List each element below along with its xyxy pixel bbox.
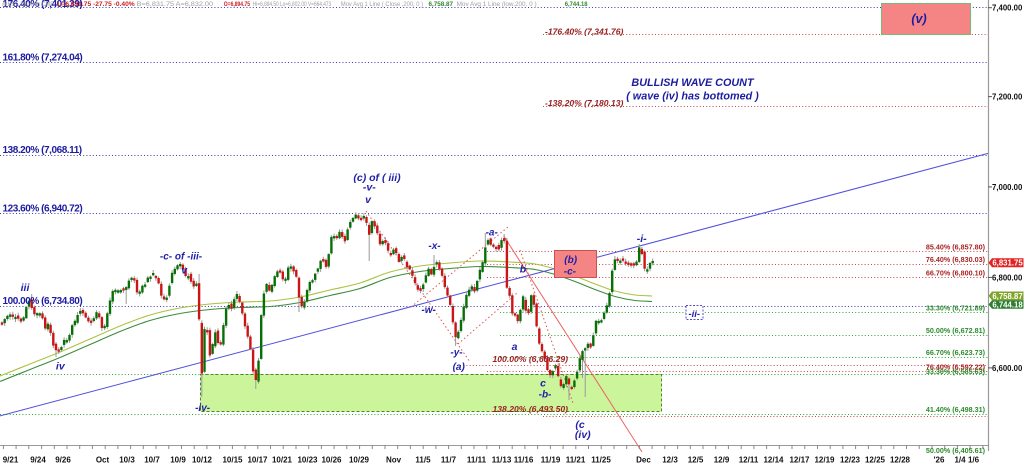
svg-text:66.70% (6,623.73): 66.70% (6,623.73) — [926, 348, 986, 357]
svg-text:10/26: 10/26 — [321, 456, 342, 465]
svg-text:12/25: 12/25 — [865, 456, 886, 465]
svg-text:(b): (b) — [564, 255, 577, 266]
svg-text:176.40% (7,401.39): 176.40% (7,401.39) — [3, 0, 83, 10]
svg-text:Mov Avg 1 Line (low,200, 0 ): Mov Avg 1 Line (low,200, 0 ) — [457, 1, 537, 8]
svg-text:12/3: 12/3 — [662, 456, 678, 465]
svg-text:-b-: -b- — [539, 389, 552, 400]
svg-text:-c- of -iii-: -c- of -iii- — [160, 252, 203, 263]
svg-text:11/5: 11/5 — [415, 456, 431, 465]
svg-text:10/29: 10/29 — [349, 456, 370, 465]
svg-text:123.60% (6,940.72): 123.60% (6,940.72) — [3, 203, 83, 214]
svg-text:(c) of ( iii): (c) of ( iii) — [353, 172, 401, 184]
svg-text:7,200.00: 7,200.00 — [992, 93, 1023, 102]
svg-text:161.80% (7,274.04): 161.80% (7,274.04) — [3, 53, 83, 64]
svg-text:50.00% (6,672.81): 50.00% (6,672.81) — [926, 326, 986, 335]
svg-text:6,800.00: 6,800.00 — [992, 273, 1023, 282]
svg-text:iv: iv — [56, 361, 66, 373]
svg-text:-y-: -y- — [450, 348, 463, 359]
svg-text:12/23: 12/23 — [840, 456, 861, 465]
svg-text:(c: (c — [575, 419, 584, 431]
svg-text:-138.20% (7,180.13): -138.20% (7,180.13) — [545, 98, 623, 108]
svg-text:1/6: 1/6 — [968, 456, 980, 465]
svg-text:11/25: 11/25 — [591, 456, 611, 465]
svg-text:12/17: 12/17 — [789, 456, 810, 465]
svg-text:41.40% (6,498.31): 41.40% (6,498.31) — [926, 405, 986, 414]
svg-text:(v): (v) — [911, 12, 926, 26]
svg-text:12/5: 12/5 — [688, 456, 704, 465]
svg-text:12/19: 12/19 — [814, 456, 835, 465]
svg-text:6,758.87: 6,758.87 — [429, 1, 454, 8]
svg-text:b: b — [520, 264, 527, 276]
svg-text:6,831.75: 6,831.75 — [992, 259, 1023, 268]
svg-text:12/9: 12/9 — [714, 456, 730, 465]
svg-text:50.00% (6,405.61): 50.00% (6,405.61) — [926, 446, 986, 455]
svg-text:66.70% (6,800.10): 66.70% (6,800.10) — [926, 268, 986, 277]
svg-text:L=6,831.75 -27.75 -0.40%: L=6,831.75 -27.75 -0.40% — [57, 1, 135, 8]
svg-text:11/16: 11/16 — [514, 456, 534, 465]
svg-text:6,744.18: 6,744.18 — [992, 301, 1023, 310]
svg-text:6,758.87: 6,758.87 — [992, 292, 1022, 301]
svg-text:11/19: 11/19 — [541, 456, 561, 465]
svg-text:O=6,894.75: O=6,894.75 — [224, 1, 251, 8]
svg-text:Oct: Oct — [96, 456, 110, 465]
svg-text:100.00% (6,734.80): 100.00% (6,734.80) — [3, 296, 83, 307]
svg-text:c: c — [540, 378, 546, 390]
svg-text:11/13: 11/13 — [492, 456, 512, 465]
svg-text:-c-: -c- — [564, 267, 577, 278]
svg-text:76.40% (6,830.03): 76.40% (6,830.03) — [926, 255, 986, 264]
svg-text:7,000.00: 7,000.00 — [992, 183, 1023, 192]
svg-text:10/17: 10/17 — [247, 456, 268, 465]
svg-text:BULLISH WAVE COUNT: BULLISH WAVE COUNT — [631, 77, 755, 89]
svg-text:6,600.00: 6,600.00 — [992, 364, 1023, 373]
svg-text:-ii-: -ii- — [688, 309, 700, 320]
svg-text:12/14: 12/14 — [763, 456, 784, 465]
svg-text:33.30% (6,585.63): 33.30% (6,585.63) — [926, 367, 986, 376]
svg-text:100.00% (6,606.29): 100.00% (6,606.29) — [493, 354, 569, 364]
svg-text:6,744.18: 6,744.18 — [565, 1, 588, 8]
svg-text:Mov Avg 1 Line ( Close ,200, 0: Mov Avg 1 Line ( Close ,200, 0 ) — [341, 1, 423, 8]
svg-text:10/3: 10/3 — [119, 456, 135, 465]
svg-text:(a): (a) — [453, 362, 466, 373]
svg-text:( wave (iv) has bottomed ): ( wave (iv) has bottomed ) — [626, 91, 759, 103]
svg-text:iii: iii — [21, 282, 31, 294]
svg-text:10/21: 10/21 — [272, 456, 293, 465]
svg-text:10/12: 10/12 — [192, 456, 213, 465]
svg-text:9/21: 9/21 — [3, 456, 19, 465]
svg-text:-i-: -i- — [637, 233, 647, 245]
svg-text:11/11: 11/11 — [467, 456, 487, 465]
svg-text:-x-: -x- — [428, 241, 441, 252]
svg-text:12/11: 12/11 — [739, 456, 759, 465]
svg-text:v: v — [181, 265, 188, 277]
svg-text:a: a — [512, 341, 518, 353]
svg-text:138.20% (7,068.11): 138.20% (7,068.11) — [3, 145, 82, 156]
svg-text:-176.40% (7,341.76): -176.40% (7,341.76) — [545, 26, 623, 36]
svg-text:11/7: 11/7 — [441, 456, 457, 465]
svg-text:-a-: -a- — [486, 228, 499, 239]
svg-text:-iv-: -iv- — [195, 403, 211, 414]
svg-text:1/4: 1/4 — [954, 456, 966, 465]
svg-text:v: v — [365, 194, 372, 206]
svg-text:@ES - 120 min CME: @ES - 120 min CME — [2, 1, 54, 8]
svg-text:76.40% (6,592.22): 76.40% (6,592.22) — [926, 362, 986, 371]
svg-text:10/23: 10/23 — [297, 456, 318, 465]
svg-text:Nov: Nov — [386, 456, 402, 465]
svg-text:10/9: 10/9 — [170, 456, 186, 465]
svg-text:B=6,831.75 A=6,832.00: B=6,831.75 A=6,832.00 — [137, 1, 214, 8]
svg-text:Hi=6,894.50 Lo=6,802.00 V=664,: Hi=6,894.50 Lo=6,802.00 V=664,473 — [253, 1, 332, 8]
svg-text:10/15: 10/15 — [222, 456, 243, 465]
svg-text:9/26: 9/26 — [55, 456, 71, 465]
svg-text:Dec: Dec — [636, 456, 651, 465]
svg-text:138.20% (6,493.50): 138.20% (6,493.50) — [493, 404, 569, 414]
svg-text:12/28: 12/28 — [890, 456, 911, 465]
svg-text:11/21: 11/21 — [566, 456, 586, 465]
svg-text:33.30% (6,721.89): 33.30% (6,721.89) — [926, 304, 986, 313]
svg-text:9/24: 9/24 — [30, 456, 46, 465]
svg-text:7,400.00: 7,400.00 — [992, 4, 1023, 13]
svg-text:-w-: -w- — [421, 305, 436, 316]
svg-text:'26: '26 — [934, 456, 945, 465]
svg-text:10/7: 10/7 — [144, 456, 160, 465]
svg-text:-v-: -v- — [363, 181, 376, 193]
svg-text:85.40% (6,857.80): 85.40% (6,857.80) — [926, 242, 986, 251]
svg-text:(iv): (iv) — [575, 429, 591, 441]
